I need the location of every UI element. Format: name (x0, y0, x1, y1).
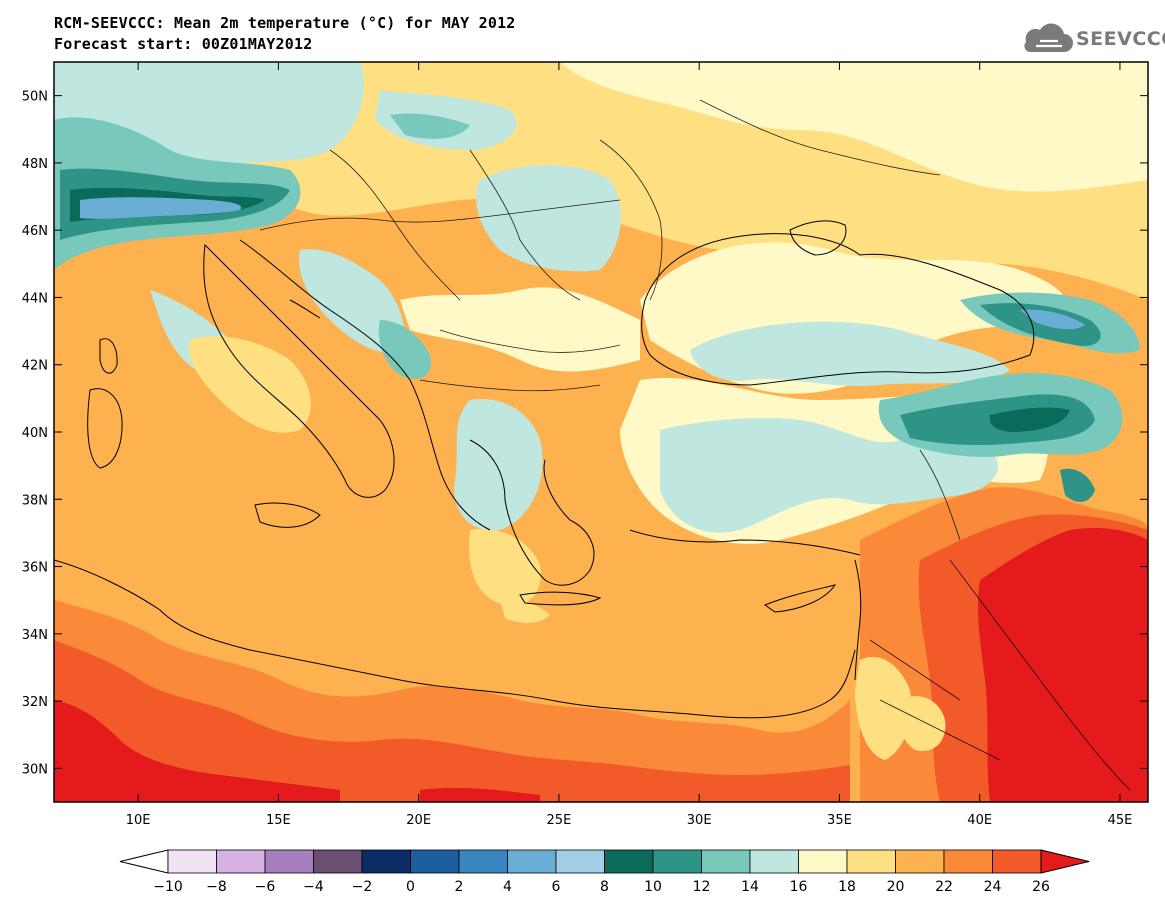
y-axis: 50N 48N 46N 44N 42N 40N 38N 36N 34N 32N 30N (22, 90, 1148, 777)
colorbar-swatch (410, 849, 460, 874)
x-axis: 10E 15E 20E 25E 30E 35E 40E 45E (126, 62, 1133, 828)
y-tick-label: 44N (22, 291, 48, 306)
colorbar-label: 4 (503, 879, 512, 895)
x-tick-label: 30E (687, 813, 712, 828)
colorbar-label: 8 (600, 879, 609, 895)
y-tick-label: 40N (22, 426, 48, 441)
colorbar-swatch (313, 849, 363, 874)
colorbar-label: 12 (693, 879, 711, 895)
colorbar-swatch (167, 849, 217, 874)
seevccc-logo: SEEVCCC (1018, 22, 1165, 58)
colorbar-swatch (846, 849, 896, 874)
colorbar-swatch (507, 849, 557, 874)
colorbar-label: 20 (887, 879, 905, 895)
x-tick-label: 10E (126, 813, 151, 828)
colorbar-swatch (749, 849, 799, 874)
colorbar-label: 0 (406, 879, 415, 895)
colorbar-label: −8 (206, 879, 227, 895)
y-tick-label: 42N (22, 359, 48, 374)
x-tick-label: 35E (827, 813, 852, 828)
colorbar-swatch (604, 849, 654, 874)
cloud-icon (1024, 23, 1073, 52)
coastlines (54, 220, 1035, 719)
colorbar-label: 26 (1032, 879, 1050, 895)
colorbar-swatch (555, 849, 605, 874)
colorbar-label: 24 (984, 879, 1002, 895)
colorbar-label: −4 (303, 879, 324, 895)
colorbar-swatch (216, 849, 266, 874)
colorbar-label: 14 (741, 879, 759, 895)
colorbar-label: −6 (255, 879, 276, 895)
x-tick-label: 15E (266, 813, 291, 828)
y-tick-label: 30N (22, 762, 48, 777)
colorbar-label: 16 (790, 879, 808, 895)
colorbar-label: −2 (352, 879, 373, 895)
logo-text: SEEVCCC (1076, 28, 1165, 50)
y-tick-label: 34N (22, 628, 48, 643)
colorbar-label: −10 (153, 879, 183, 895)
colorbar-swatch (458, 849, 508, 874)
colorbar-swatch (652, 849, 702, 874)
colorbar-swatch (361, 849, 411, 874)
y-tick-label: 50N (22, 90, 48, 105)
forecast-start-label: Forecast start: 00Z01MAY2012 (54, 35, 313, 53)
x-tick-label: 40E (967, 813, 992, 828)
colorbar-swatch (701, 849, 751, 874)
colorbar-swatch (798, 849, 848, 874)
x-tick-label: 45E (1108, 813, 1133, 828)
colorbar-swatch (943, 849, 993, 874)
colorbar-swatch (895, 849, 945, 874)
colorbar-label: 6 (552, 879, 561, 895)
colorbar-over-triangle (1040, 849, 1090, 874)
y-tick-label: 38N (22, 493, 48, 508)
y-tick-label: 36N (22, 561, 48, 576)
colorbar-label: 2 (455, 879, 464, 895)
y-tick-label: 48N (22, 157, 48, 172)
colorbar-swatch (264, 849, 314, 874)
colorbar-under-triangle (119, 849, 169, 874)
colorbar-label: 18 (838, 879, 856, 895)
x-tick-label: 25E (547, 813, 572, 828)
country-borders (259, 99, 1131, 791)
y-tick-label: 32N (22, 695, 48, 710)
colorbar: −10 −8 −6 −4 −2 0 2 4 6 8 10 12 14 16 18 20 22 24 26 (119, 849, 1090, 895)
colorbar-label: 10 (644, 879, 662, 895)
x-tick-label: 20E (406, 813, 431, 828)
temperature-field (54, 62, 1148, 802)
colorbar-swatch (992, 849, 1042, 874)
y-tick-label: 46N (22, 224, 48, 239)
colorbar-label: 22 (935, 879, 953, 895)
map-title: RCM-SEEVCCC: Mean 2m temperature (°C) fo… (54, 14, 516, 32)
